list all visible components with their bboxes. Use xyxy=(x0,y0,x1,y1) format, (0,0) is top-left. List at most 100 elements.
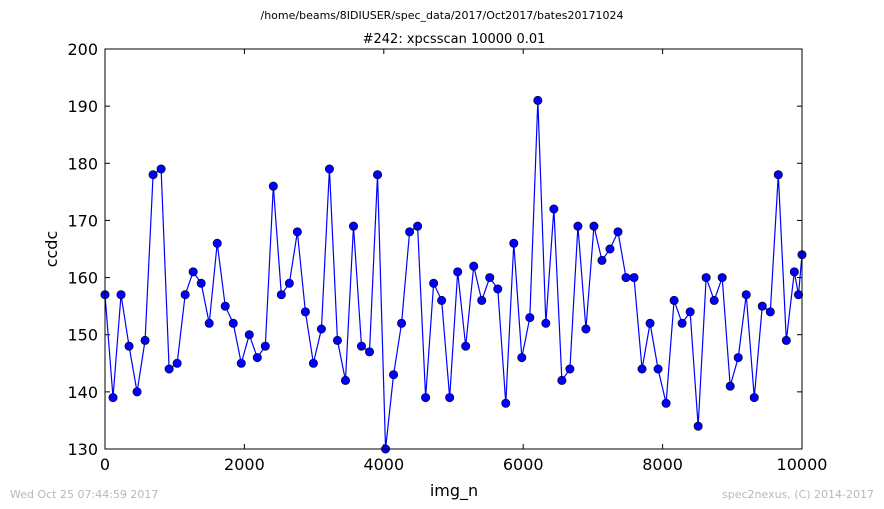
data-point xyxy=(645,318,655,328)
data-point xyxy=(541,318,551,328)
x-axis-label: img_n xyxy=(430,481,478,501)
data-point xyxy=(204,318,214,328)
data-point xyxy=(557,375,567,385)
data-point xyxy=(148,170,158,180)
timestamp-footer: Wed Oct 25 07:44:59 2017 xyxy=(10,488,159,501)
data-point xyxy=(340,375,350,385)
data-point xyxy=(453,267,463,277)
y-tick-label: 190 xyxy=(67,97,98,116)
data-point xyxy=(421,393,431,403)
x-tick-label: 0 xyxy=(100,455,110,474)
data-point xyxy=(108,393,118,403)
data-point xyxy=(597,255,607,265)
y-tick-label: 150 xyxy=(67,326,98,345)
y-tick-label: 180 xyxy=(67,154,98,173)
data-point xyxy=(348,221,358,231)
data-point xyxy=(509,238,519,248)
data-point xyxy=(685,307,695,317)
data-point xyxy=(260,341,270,351)
data-point xyxy=(621,273,631,283)
y-tick-label: 200 xyxy=(67,40,98,59)
data-point xyxy=(757,301,767,311)
data-point xyxy=(156,164,166,174)
data-point xyxy=(316,324,326,334)
data-point xyxy=(405,227,415,237)
x-tick-label: 8000 xyxy=(642,455,683,474)
data-point xyxy=(124,341,134,351)
data-point xyxy=(749,393,759,403)
data-point xyxy=(709,295,719,305)
x-tick-label: 4000 xyxy=(363,455,404,474)
data-point xyxy=(445,393,455,403)
data-point xyxy=(669,295,679,305)
data-point xyxy=(292,227,302,237)
data-point xyxy=(132,387,142,397)
x-tick-label: 2000 xyxy=(224,455,265,474)
data-point xyxy=(284,278,294,288)
data-point xyxy=(493,284,503,294)
data-point xyxy=(565,364,575,374)
data-point xyxy=(196,278,206,288)
data-point xyxy=(589,221,599,231)
data-point xyxy=(477,295,487,305)
data-point xyxy=(629,273,639,283)
data-point xyxy=(581,324,591,334)
data-point xyxy=(356,341,366,351)
data-point xyxy=(228,318,238,328)
data-point xyxy=(140,335,150,345)
data-point xyxy=(332,335,342,345)
data-point xyxy=(485,273,495,283)
data-point xyxy=(172,358,182,368)
y-tick-label: 160 xyxy=(67,269,98,288)
data-point xyxy=(397,318,407,328)
data-point xyxy=(244,330,254,340)
data-point xyxy=(180,290,190,300)
data-point xyxy=(717,273,727,283)
data-point xyxy=(365,347,375,357)
data-point xyxy=(765,307,775,317)
data-point xyxy=(525,313,535,323)
data-point xyxy=(429,278,439,288)
data-point xyxy=(741,290,751,300)
data-point xyxy=(661,398,671,408)
data-point xyxy=(605,244,615,254)
data-point xyxy=(613,227,623,237)
data-point xyxy=(701,273,711,283)
data-point xyxy=(573,221,583,231)
data-point xyxy=(437,295,447,305)
data-point xyxy=(773,170,783,180)
data-point xyxy=(220,301,230,311)
data-point xyxy=(116,290,126,300)
data-point xyxy=(413,221,423,231)
data-point xyxy=(308,358,318,368)
data-point xyxy=(517,353,527,363)
data-point xyxy=(188,267,198,277)
x-tick-label: 6000 xyxy=(503,455,544,474)
data-point xyxy=(268,181,278,191)
data-point xyxy=(725,381,735,391)
data-point xyxy=(781,335,791,345)
y-tick-label: 130 xyxy=(67,440,98,459)
data-point xyxy=(373,170,383,180)
y-tick-label: 170 xyxy=(67,211,98,230)
data-point xyxy=(236,358,246,368)
data-point xyxy=(252,353,262,363)
data-point xyxy=(549,204,559,214)
data-point xyxy=(389,370,399,380)
y-axis-label: ccdc xyxy=(42,231,61,268)
chart-title: #242: xpcsscan 10000 0.01 xyxy=(363,32,546,47)
data-point xyxy=(276,290,286,300)
data-point xyxy=(637,364,647,374)
data-point xyxy=(501,398,511,408)
data-point xyxy=(653,364,663,374)
axes-frame xyxy=(104,48,803,450)
y-tick-label: 140 xyxy=(67,383,98,402)
data-point xyxy=(733,353,743,363)
data-point xyxy=(164,364,174,374)
figure-suptitle: /home/beams/8IDIUSER/spec_data/2017/Oct2… xyxy=(260,9,624,22)
x-tick-label: 10000 xyxy=(777,455,828,474)
data-point xyxy=(461,341,471,351)
data-point xyxy=(300,307,310,317)
data-point xyxy=(693,421,703,431)
data-point xyxy=(469,261,479,271)
